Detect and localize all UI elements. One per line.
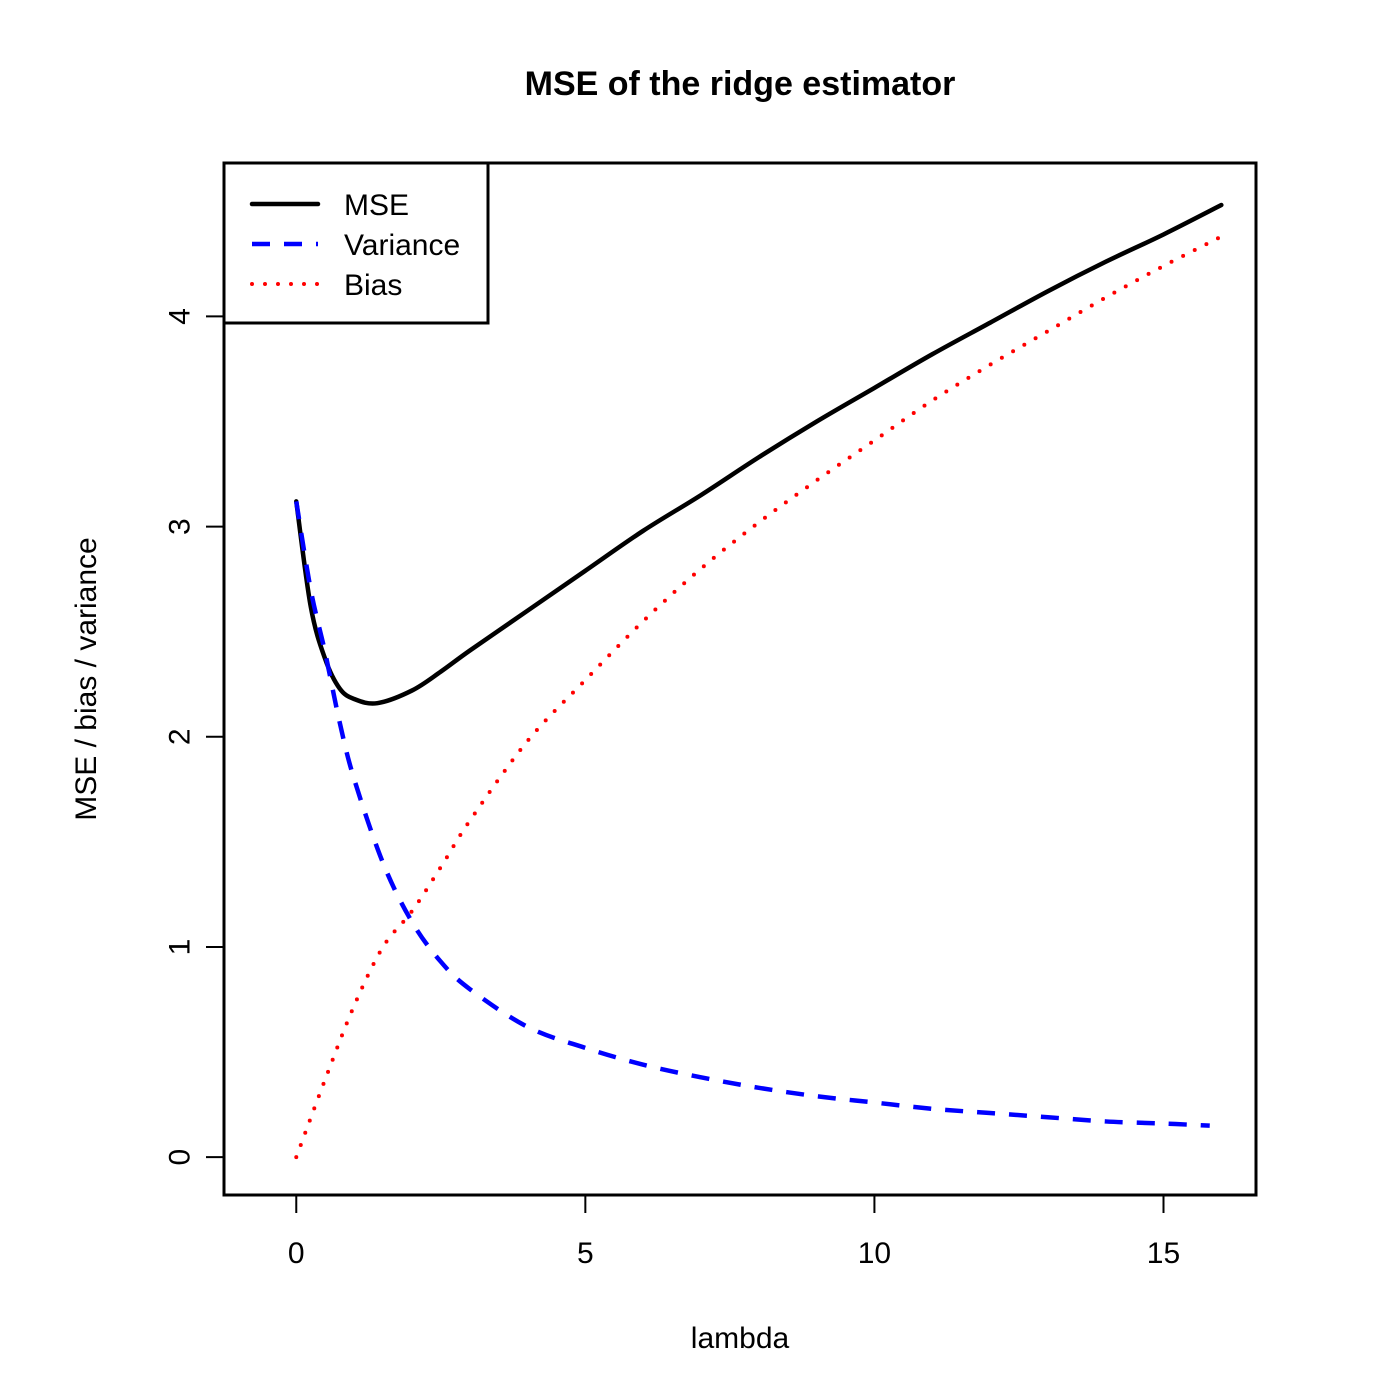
legend-items: MSE Variance Bias xyxy=(249,189,460,302)
series-line-mse xyxy=(294,202,1224,706)
chart-title: MSE of the ridge estimator xyxy=(525,65,956,103)
x-axis: 0 5 10 15 xyxy=(288,1194,1180,1270)
legend-label-mse: MSE xyxy=(344,189,409,222)
x-tick-label: 0 xyxy=(288,1237,305,1270)
y-tick-label: 2 xyxy=(164,728,197,745)
x-tick-label: 10 xyxy=(858,1237,891,1270)
series-line-variance xyxy=(294,501,1210,1128)
legend-label-bias: Bias xyxy=(344,269,402,302)
x-axis-label: lambda xyxy=(691,1322,790,1355)
x-tick-label: 5 xyxy=(577,1237,594,1270)
y-tick-label: 3 xyxy=(164,518,197,535)
y-tick-label: 0 xyxy=(164,1149,197,1166)
y-tick-label: 4 xyxy=(164,308,197,325)
y-tick-label: 1 xyxy=(164,939,197,956)
legend-label-variance: Variance xyxy=(344,229,460,262)
legend: MSE Variance Bias xyxy=(222,161,490,325)
x-tick-label: 15 xyxy=(1147,1237,1180,1270)
y-axis: 0 1 2 3 4 xyxy=(164,308,225,1166)
y-axis-label: MSE / bias / variance xyxy=(70,537,103,820)
series-layer xyxy=(294,202,1224,1160)
